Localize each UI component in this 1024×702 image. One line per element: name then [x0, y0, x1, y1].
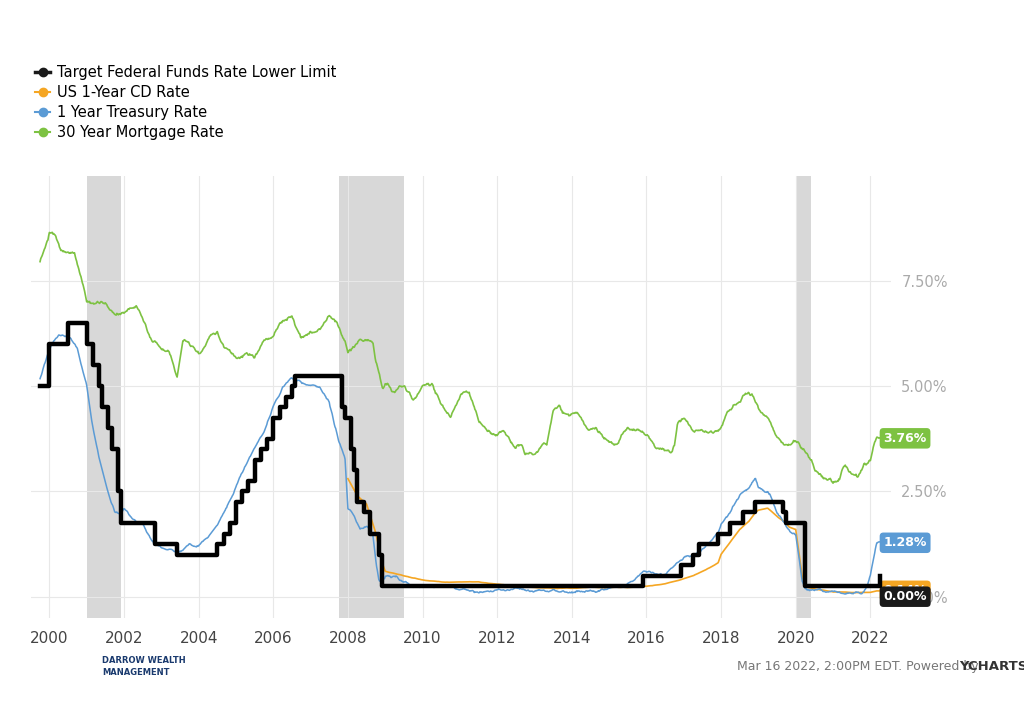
Text: 0.00%: 0.00%: [884, 590, 927, 603]
Text: MANAGEMENT: MANAGEMENT: [102, 668, 170, 677]
Text: 1.28%: 1.28%: [884, 536, 927, 549]
Text: YCHARTS: YCHARTS: [959, 661, 1024, 673]
Text: Mar 16 2022, 2:00PM EDT. Powered by: Mar 16 2022, 2:00PM EDT. Powered by: [737, 661, 983, 673]
Text: 0.14%: 0.14%: [884, 584, 927, 597]
Bar: [87, 176, 121, 618]
Text: DARROW WEALTH: DARROW WEALTH: [102, 656, 186, 665]
Bar: [796, 176, 811, 618]
Legend: Target Federal Funds Rate Lower Limit, US 1-Year CD Rate, 1 Year Treasury Rate, : Target Federal Funds Rate Lower Limit, U…: [30, 59, 342, 146]
Text: 3.76%: 3.76%: [884, 432, 927, 445]
Bar: [339, 176, 403, 618]
